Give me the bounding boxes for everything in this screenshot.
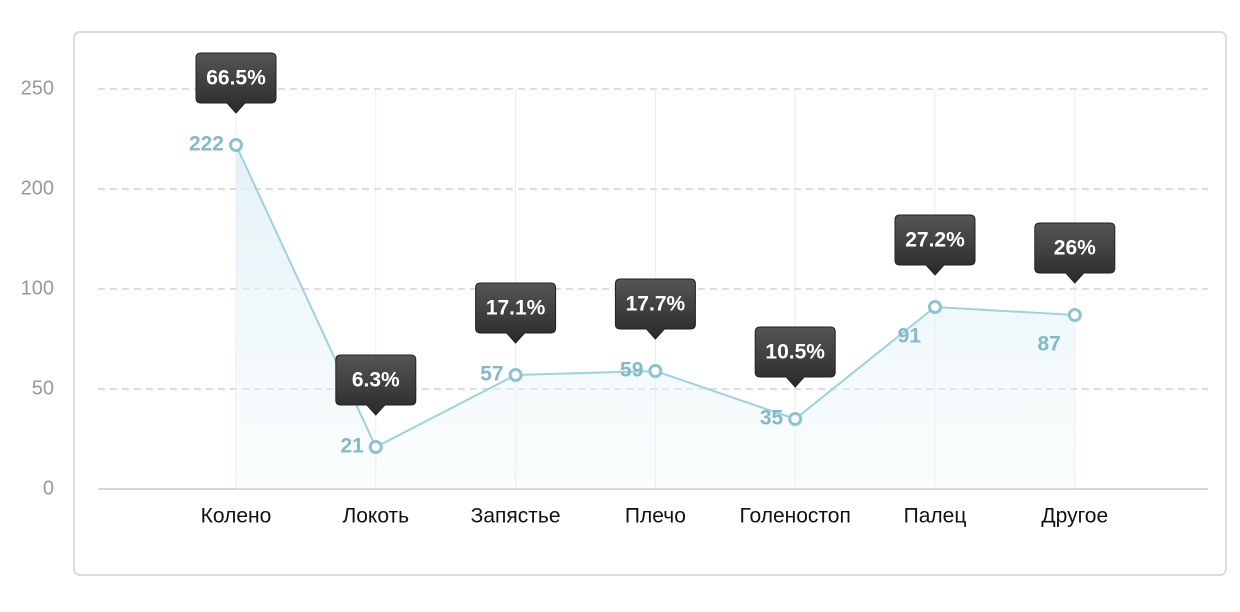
- tooltip: [475, 282, 557, 344]
- x-tick-label: Плечо: [625, 505, 686, 528]
- tooltip: [754, 326, 836, 388]
- point: [788, 412, 803, 426]
- tooltip: [335, 354, 417, 416]
- point: [1067, 308, 1082, 322]
- value-label: 21: [340, 435, 364, 458]
- point: [368, 440, 383, 454]
- value-label: 87: [1037, 333, 1060, 356]
- x-tick-label: Голеностоп: [740, 505, 851, 528]
- point: [928, 300, 942, 314]
- tooltip: [1034, 222, 1116, 284]
- x-tick-label: Другое: [1041, 505, 1108, 528]
- point: [508, 368, 523, 382]
- value-label: 57: [480, 363, 503, 386]
- value-label: 35: [760, 407, 784, 430]
- area: [236, 145, 1075, 489]
- tooltip-label: 17.7%: [626, 293, 686, 316]
- tooltip-label: 26%: [1054, 237, 1096, 260]
- point: [648, 364, 663, 378]
- y-tick-label: 100: [21, 277, 54, 299]
- point: [229, 138, 243, 152]
- tooltip-label: 66.5%: [206, 67, 266, 90]
- x-tick-label: Палец: [904, 505, 967, 528]
- value-label: 59: [620, 359, 643, 382]
- value-label: 222: [189, 133, 224, 156]
- tooltip-label: 6.3%: [352, 369, 400, 392]
- value-label: 91: [898, 325, 922, 348]
- y-tick-label: 50: [32, 377, 54, 399]
- x-tick-label: Запястье: [471, 505, 561, 528]
- x-tick-label: Колено: [201, 505, 272, 528]
- x-tick-label: Локоть: [342, 505, 409, 528]
- tooltip: [195, 52, 277, 114]
- tooltip-label: 27.2%: [905, 229, 965, 252]
- tooltip-label: 10.5%: [765, 341, 825, 364]
- tooltip: [614, 278, 696, 340]
- tooltip-label: 17.1%: [486, 297, 546, 320]
- y-tick-label: 200: [21, 177, 54, 199]
- y-tick-label: 250: [21, 77, 54, 99]
- y-tick-label: 0: [43, 477, 54, 499]
- tooltip: [894, 214, 976, 276]
